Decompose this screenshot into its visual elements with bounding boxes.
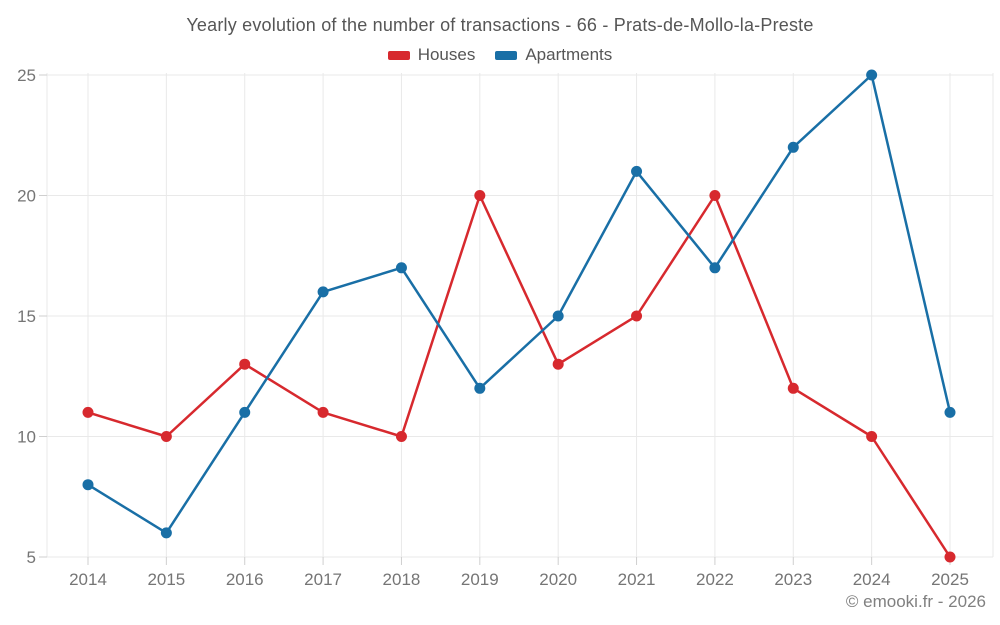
apartments-data-point (866, 69, 878, 81)
x-tick-label: 2024 (853, 570, 891, 589)
y-tick-label: 5 (27, 548, 36, 567)
watermark-text: © emooki.fr - 2026 (845, 592, 986, 611)
houses-data-point (552, 358, 564, 370)
axis-ticks (39, 74, 951, 565)
legend-swatch-houses-icon (387, 50, 410, 60)
houses-data-point (709, 190, 721, 201)
apartments-data-point (709, 262, 721, 274)
x-tick-label: 2025 (931, 570, 969, 589)
x-tick-label: 2015 (147, 570, 185, 589)
apartments-series (82, 69, 956, 539)
y-tick-label: 15 (17, 307, 36, 326)
legend-label-apartments: Apartments (525, 45, 613, 64)
houses-data-point (82, 406, 94, 418)
legend-label-houses: Houses (417, 45, 476, 64)
x-tick-label: 2022 (696, 570, 734, 589)
houses-series-line (86, 194, 952, 559)
houses-data-point (631, 310, 643, 322)
houses-data-point (160, 431, 172, 442)
legend-item-apartments: Apartments (495, 45, 612, 65)
houses-data-point (944, 551, 956, 563)
apartments-data-point (944, 406, 956, 418)
y-axis-labels: 5 10 15 20 25 (17, 66, 36, 567)
x-tick-label: 2017 (304, 570, 342, 589)
x-axis-labels: 2014 2015 2016 2017 2018 2019 2020 2021 2022 2023… (69, 570, 969, 589)
apartments-data-point (82, 479, 94, 491)
apartments-series-line (86, 73, 952, 535)
houses-data-point (474, 190, 486, 201)
legend-swatch-apartments-icon (495, 50, 518, 60)
apartments-data-point (317, 286, 329, 298)
x-tick-label: 2019 (461, 570, 499, 589)
apartments-data-point (787, 141, 799, 153)
apartments-data-point (395, 262, 407, 274)
apartments-data-point (160, 527, 172, 539)
houses-data-point (787, 382, 799, 394)
chart-legend: Houses Apartments (0, 45, 1000, 65)
y-tick-label: 20 (17, 187, 36, 206)
houses-data-point (239, 358, 251, 370)
x-tick-label: 2020 (539, 570, 577, 589)
chart-title: Yearly evolution of the number of transa… (186, 15, 814, 35)
apartments-data-point (552, 310, 564, 322)
apartments-data-point (474, 382, 486, 394)
y-tick-label: 10 (17, 428, 36, 447)
houses-data-point (866, 431, 878, 442)
legend-item-houses: Houses (387, 45, 476, 65)
x-tick-label: 2018 (383, 570, 421, 589)
x-tick-label: 2014 (69, 570, 107, 589)
x-tick-label: 2021 (618, 570, 656, 589)
x-tick-label: 2016 (226, 570, 264, 589)
y-tick-label: 25 (17, 66, 36, 85)
houses-series (82, 190, 956, 563)
x-tick-label: 2023 (774, 570, 812, 589)
houses-data-point (317, 406, 329, 418)
houses-data-point (395, 431, 407, 442)
apartments-data-point (239, 406, 251, 418)
apartments-data-point (631, 165, 643, 177)
grid-lines (46, 73, 994, 558)
